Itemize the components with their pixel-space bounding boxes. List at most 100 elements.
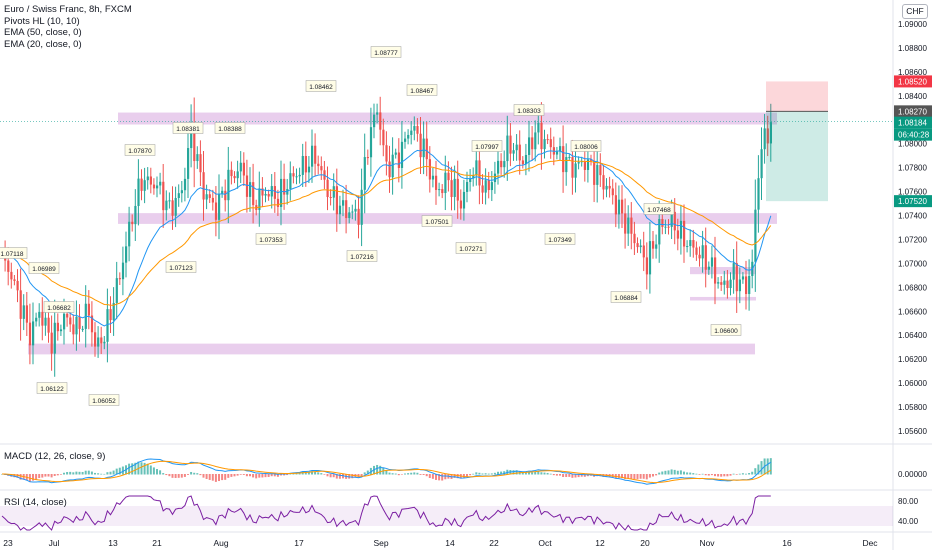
candle-body xyxy=(38,311,41,318)
macd-histogram-bar xyxy=(493,472,496,475)
candle-body xyxy=(500,160,503,168)
macd-histogram-bar xyxy=(738,473,741,475)
macd-histogram-bar xyxy=(441,474,444,481)
macd-histogram-bar xyxy=(456,474,459,479)
x-tick-label: Oct xyxy=(538,538,552,548)
pivot-label-box xyxy=(214,122,246,134)
macd-histogram-bar xyxy=(394,473,397,475)
macd-histogram-bar xyxy=(202,474,205,478)
candle-body xyxy=(453,178,456,197)
macd-histogram-bar xyxy=(512,470,515,475)
pivot-label-box xyxy=(455,242,487,254)
candle-body xyxy=(140,178,143,191)
indicator-pivots-label: Pivots HL (10, 10) xyxy=(4,15,80,27)
candle-body xyxy=(416,126,419,134)
macd-histogram-bar xyxy=(205,474,208,479)
candle-body xyxy=(574,163,577,178)
candle-body xyxy=(205,194,208,200)
pivot-label: 1.07501 xyxy=(425,219,449,226)
candle-body xyxy=(506,135,509,162)
candle-body xyxy=(187,148,190,179)
candle-body xyxy=(202,172,205,200)
candle-body xyxy=(658,218,661,245)
macd-histogram-bar xyxy=(280,474,282,476)
candle-body xyxy=(435,175,438,190)
candle-body xyxy=(760,149,763,179)
macd-histogram-bar xyxy=(94,472,96,475)
x-tick-label: Jul xyxy=(49,538,60,548)
candle-body xyxy=(50,332,53,354)
macd-histogram-bar xyxy=(317,472,320,475)
candle-body xyxy=(236,171,239,179)
pivot-label: 1.06052 xyxy=(92,398,116,405)
macd-histogram-bar xyxy=(707,474,710,476)
candle-body xyxy=(642,245,645,258)
x-tick-label: 17 xyxy=(294,538,304,548)
rsi-label: RSI (14, close) xyxy=(4,497,67,508)
macd-histogram-bar xyxy=(679,470,682,475)
candle-body xyxy=(444,172,447,194)
macd-histogram-bar xyxy=(218,474,220,482)
candle-body xyxy=(630,217,633,234)
candle-body xyxy=(720,282,723,285)
candle-body xyxy=(376,112,379,115)
macd-histogram-bar xyxy=(503,471,506,475)
macd-histogram-bar xyxy=(652,474,654,477)
currency-badge[interactable]: CHF xyxy=(902,4,928,19)
macd-histogram-bar xyxy=(562,474,565,477)
candle-body xyxy=(738,279,741,292)
candle-body xyxy=(422,138,425,158)
candle-body xyxy=(16,280,19,291)
y-tick-label: 1.05800 xyxy=(898,403,927,412)
candle-body xyxy=(484,180,487,193)
candle-body xyxy=(94,332,97,347)
macd-histogram-bar xyxy=(140,462,143,475)
x-tick-label: 13 xyxy=(108,538,118,548)
pivot-label-box xyxy=(370,46,402,58)
candle-body xyxy=(645,257,648,275)
pivot-label: 1.08777 xyxy=(374,50,398,57)
candle-body xyxy=(704,245,707,270)
candle-body xyxy=(648,241,652,275)
candle-body xyxy=(540,122,543,150)
macd-histogram-bar xyxy=(692,473,695,475)
pivot-label-box xyxy=(513,104,545,116)
macd-histogram-bar xyxy=(78,471,81,475)
pivot-label: 1.07349 xyxy=(548,237,572,244)
candle-body xyxy=(562,146,565,173)
macd-histogram-bar xyxy=(714,474,716,477)
candle-body xyxy=(621,199,624,214)
candle-body xyxy=(593,160,596,185)
macd-histogram-bar xyxy=(388,472,391,475)
price-label-bg xyxy=(894,116,932,129)
macd-histogram-bar xyxy=(555,474,558,476)
macd-histogram-bar xyxy=(112,470,115,475)
macd-histogram-bar xyxy=(239,474,242,475)
pivot-label-box xyxy=(610,291,642,303)
macd-histogram-bar xyxy=(735,474,738,475)
macd-histogram-bar xyxy=(56,474,59,476)
macd-histogram-bar xyxy=(75,471,78,475)
macd-histogram-bar xyxy=(320,473,323,475)
candle-body xyxy=(218,193,221,220)
candle-body xyxy=(611,188,614,196)
candle-body xyxy=(466,182,469,192)
candle-body xyxy=(227,169,230,201)
rsi-line xyxy=(1,495,771,531)
macd-histogram-bar xyxy=(379,465,382,475)
macd-histogram-bar xyxy=(624,474,627,480)
macd-histogram-bar xyxy=(230,474,233,477)
macd-histogram-bar xyxy=(311,471,313,475)
macd-histogram-bar xyxy=(636,474,639,480)
macd-histogram-bar xyxy=(760,461,763,475)
candle-body xyxy=(342,200,345,206)
macd-histogram-bar xyxy=(338,474,341,479)
candle-body xyxy=(431,175,435,180)
y-tick-label: 1.08000 xyxy=(898,140,927,149)
candle-body xyxy=(193,123,196,162)
macd-histogram-bar xyxy=(118,467,121,475)
x-tick-label: 14 xyxy=(445,538,455,548)
candle-body xyxy=(450,180,453,197)
macd-histogram-bar xyxy=(444,474,447,480)
